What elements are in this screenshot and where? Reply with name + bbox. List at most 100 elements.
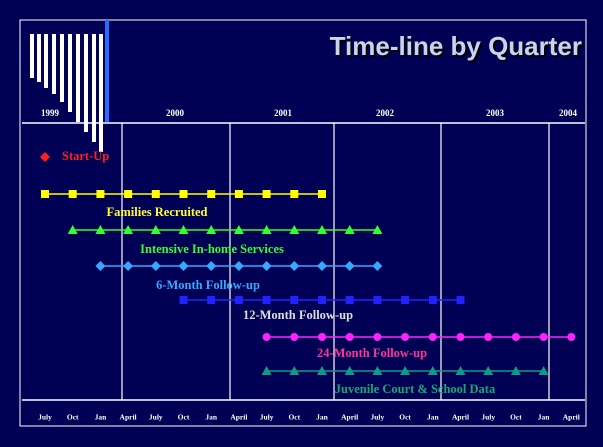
marker [234, 296, 243, 304]
quarter-label: April [563, 413, 580, 422]
marker [483, 366, 494, 375]
quarter-label: Jan [427, 413, 440, 422]
marker [511, 333, 520, 341]
deco-bar [99, 34, 103, 152]
decoration [30, 34, 103, 152]
year-label: 2001 [274, 108, 293, 118]
marker [344, 261, 355, 271]
marker [233, 225, 244, 234]
quarter-label: Jan [538, 413, 551, 422]
marker [372, 225, 383, 234]
marker [178, 225, 189, 234]
marker [290, 333, 299, 341]
task-label: Start-Up [62, 149, 109, 163]
marker [456, 296, 465, 304]
marker [261, 261, 272, 271]
year-label: 2000 [166, 108, 185, 118]
marker [234, 190, 243, 198]
task-label: 24-Month Follow-up [317, 346, 427, 360]
marker [261, 366, 272, 375]
marker [262, 296, 271, 304]
marker [401, 333, 410, 341]
quarter-label: Jan [316, 413, 329, 422]
marker [206, 225, 217, 234]
quarter-label: Oct [288, 413, 300, 422]
marker [428, 333, 437, 341]
quarter-label: Jan [95, 413, 108, 422]
quarter-label: April [452, 413, 469, 422]
marker [290, 296, 299, 304]
task-label: 12-Month Follow-up [243, 308, 353, 322]
marker [317, 366, 327, 375]
marker [233, 261, 244, 271]
marker [262, 190, 271, 198]
quarter-label: Oct [399, 413, 411, 422]
marker [373, 333, 382, 341]
deco-bar [30, 34, 34, 78]
accent-bar [105, 20, 109, 122]
year-label: 2002 [376, 108, 395, 118]
marker [344, 225, 355, 234]
marker [207, 190, 216, 198]
marker [124, 190, 133, 198]
task-label: 6-Month Follow-up [156, 278, 260, 292]
marker [40, 152, 50, 162]
quarter-label: Oct [178, 413, 190, 422]
marker [318, 296, 326, 304]
marker [95, 261, 106, 271]
year-label: 2004 [559, 108, 578, 118]
marker [41, 190, 49, 198]
marker [318, 190, 326, 198]
quarter-label: Jan [205, 413, 218, 422]
marker [317, 261, 327, 271]
marker [539, 333, 548, 341]
marker [96, 190, 105, 198]
marker [538, 366, 549, 375]
quarter-label: April [230, 413, 247, 422]
deco-bar [60, 34, 64, 102]
marker [567, 333, 576, 341]
marker [345, 296, 354, 304]
marker [401, 296, 410, 304]
deco-bar [52, 34, 56, 94]
marker [150, 261, 161, 271]
quarter-label: July [149, 413, 163, 422]
marker [456, 333, 465, 341]
marker [510, 366, 521, 375]
deco-bar [37, 34, 41, 82]
deco-bar [76, 34, 80, 122]
deco-bar [68, 34, 72, 112]
quarter-label: Oct [67, 413, 79, 422]
marker [67, 225, 78, 234]
marker [207, 296, 216, 304]
marker [372, 366, 383, 375]
quarter-label: July [260, 413, 274, 422]
title: Time-line by Quarter [330, 31, 582, 61]
marker [290, 190, 299, 198]
deco-bar [92, 34, 96, 142]
marker [344, 366, 355, 375]
quarter-label: Oct [510, 413, 522, 422]
marker [400, 366, 411, 375]
marker [373, 296, 382, 304]
marker [289, 225, 300, 234]
marker [151, 190, 160, 198]
quarter-label: April [341, 413, 358, 422]
title-shadow: Time-line by Quarter [332, 33, 584, 63]
quarter-label: July [371, 413, 385, 422]
marker [150, 225, 161, 234]
deco-bar [84, 34, 88, 132]
marker [455, 366, 466, 375]
task-label: Juvenile Court & School Data [335, 382, 496, 396]
task-label: Families Recruited [106, 205, 207, 219]
quarter-label: April [120, 413, 137, 422]
year-label: 1999 [41, 108, 60, 118]
marker [261, 225, 272, 234]
task-label: Intensive In-home Services [140, 242, 284, 256]
marker [289, 261, 300, 271]
marker [179, 190, 188, 198]
marker [262, 333, 271, 341]
marker [427, 366, 438, 375]
